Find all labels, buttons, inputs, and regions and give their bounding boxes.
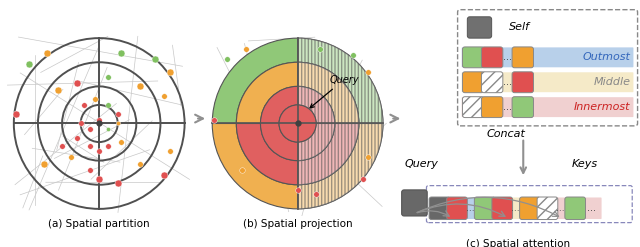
FancyBboxPatch shape [458,10,637,126]
Wedge shape [298,86,335,124]
Text: Outmost: Outmost [582,52,630,62]
FancyBboxPatch shape [463,97,484,118]
FancyBboxPatch shape [481,72,503,93]
FancyBboxPatch shape [545,198,602,219]
Text: Innermost: Innermost [574,102,630,112]
FancyBboxPatch shape [461,97,634,117]
Wedge shape [298,62,359,124]
Text: Middle: Middle [593,77,630,87]
Text: Query: Query [310,75,358,108]
Wedge shape [298,38,383,123]
Wedge shape [212,38,298,123]
Text: ...: ... [556,204,565,213]
Text: Query: Query [404,159,438,169]
Text: (a) Spatial partition: (a) Spatial partition [49,219,150,229]
FancyBboxPatch shape [429,197,450,220]
FancyBboxPatch shape [512,72,534,93]
Text: ...: ... [511,204,520,213]
Text: ...: ... [588,203,596,213]
FancyBboxPatch shape [481,97,503,118]
Circle shape [279,105,316,142]
FancyBboxPatch shape [481,47,503,68]
FancyBboxPatch shape [402,190,428,216]
Wedge shape [298,62,359,124]
Wedge shape [298,124,359,185]
FancyBboxPatch shape [429,198,486,219]
FancyBboxPatch shape [537,197,558,220]
Text: (b) Spatial projection: (b) Spatial projection [243,219,353,229]
FancyBboxPatch shape [463,72,484,93]
FancyBboxPatch shape [463,47,484,68]
Text: ...: ... [502,102,512,112]
FancyBboxPatch shape [492,197,513,220]
FancyBboxPatch shape [467,17,492,38]
FancyBboxPatch shape [461,72,634,92]
Wedge shape [298,38,383,123]
Text: Concat: Concat [487,129,525,139]
Text: Keys: Keys [572,159,598,169]
Text: ...: ... [502,52,512,62]
Wedge shape [298,124,383,209]
FancyBboxPatch shape [426,186,632,223]
Text: Self: Self [509,22,530,32]
Wedge shape [236,124,298,185]
Text: ...: ... [502,77,512,87]
FancyBboxPatch shape [461,47,634,67]
Wedge shape [298,124,383,209]
FancyBboxPatch shape [512,97,534,118]
FancyBboxPatch shape [474,197,495,220]
Wedge shape [298,124,359,185]
Wedge shape [260,86,335,161]
Wedge shape [212,124,298,209]
FancyBboxPatch shape [447,197,467,220]
FancyBboxPatch shape [512,47,534,68]
Text: ...: ... [466,204,474,213]
FancyBboxPatch shape [487,198,545,219]
FancyBboxPatch shape [565,197,586,220]
FancyBboxPatch shape [520,197,540,220]
Wedge shape [298,124,335,161]
Text: (c) Spatial attention: (c) Spatial attention [467,239,570,247]
Wedge shape [236,62,298,124]
